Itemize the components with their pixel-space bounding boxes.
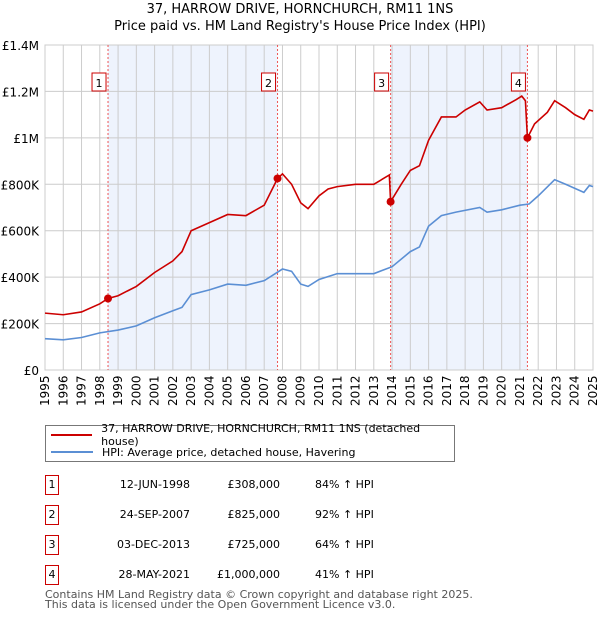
legend-item-hpi: HPI: Average price, detached house, Have… bbox=[46, 444, 355, 460]
sale-row: 3 03-DEC-2013 £725,000 64% ↑ HPI bbox=[45, 535, 445, 555]
sale-point bbox=[523, 133, 532, 142]
shaded-period bbox=[390, 45, 528, 370]
x-tick-label: 2015 bbox=[403, 375, 417, 406]
sale-number-badge: 2 bbox=[45, 505, 59, 525]
sale-label: 1 bbox=[96, 77, 103, 90]
x-tick-label: 2009 bbox=[294, 375, 308, 406]
x-tick-label: 1999 bbox=[111, 375, 125, 406]
x-tick-label: 2022 bbox=[531, 375, 545, 406]
x-tick-label: 2002 bbox=[166, 375, 180, 406]
sale-label: 3 bbox=[378, 77, 385, 90]
price-chart: 1995 1996 1997 1998 1999 2000 2001 2002 2003 2004… bbox=[1, 39, 600, 406]
sale-price: £1,000,000 bbox=[217, 568, 280, 581]
sale-label-box bbox=[510, 72, 526, 92]
x-tick-label: 2001 bbox=[148, 375, 162, 406]
legend-item-property: 37, HARROW DRIVE, HORNCHURCH, RM11 1NS (… bbox=[46, 422, 454, 448]
x-tick-label: 2023 bbox=[549, 375, 563, 406]
sale-point bbox=[104, 294, 113, 303]
series-line bbox=[44, 178, 594, 341]
footer-licence: This data is licensed under the Open Gov… bbox=[45, 598, 396, 611]
x-tick-label: 2012 bbox=[349, 375, 363, 406]
footer-copyright: Contains HM Land Registry data © Crown c… bbox=[45, 588, 473, 601]
sale-hpi-diff: 41% ↑ HPI bbox=[315, 568, 374, 581]
sale-row: 1 12-JUN-1998 £308,000 84% ↑ HPI bbox=[45, 475, 445, 495]
x-tick-label: 2000 bbox=[129, 375, 143, 406]
x-tick-label: 2019 bbox=[476, 375, 490, 406]
sale-label-box bbox=[91, 72, 107, 92]
x-tick-label: 2014 bbox=[385, 375, 399, 406]
sale-hpi-diff: 92% ↑ HPI bbox=[315, 508, 374, 521]
x-tick-label: 1996 bbox=[56, 375, 70, 406]
sale-hpi-diff: 64% ↑ HPI bbox=[315, 538, 374, 551]
y-tick-label: £800K bbox=[1, 178, 41, 192]
x-tick-label: 2017 bbox=[440, 375, 454, 406]
x-tick-label: 2021 bbox=[513, 375, 527, 406]
sale-price: £725,000 bbox=[227, 538, 281, 551]
x-tick-label: 2011 bbox=[330, 375, 344, 406]
y-tick-label: £400K bbox=[1, 271, 41, 285]
x-tick-label: 2025 bbox=[586, 375, 600, 406]
x-tick-label: 2010 bbox=[312, 375, 326, 406]
chart-title: 37, HARROW DRIVE, HORNCHURCH, RM11 1NS bbox=[146, 2, 454, 17]
x-tick-label: 2020 bbox=[495, 375, 509, 406]
y-tick-label: £1M bbox=[13, 132, 39, 146]
y-tick-label: £600K bbox=[1, 225, 41, 239]
sale-date: 24-SEP-2007 bbox=[119, 508, 190, 521]
sale-row: 4 28-MAY-2021 £1,000,000 41% ↑ HPI bbox=[45, 565, 445, 585]
sale-point bbox=[386, 197, 395, 206]
y-tick-label: £1.2M bbox=[2, 85, 39, 99]
x-tick-label: 2016 bbox=[422, 375, 436, 406]
sale-row: 2 24-SEP-2007 £825,000 92% ↑ HPI bbox=[45, 505, 445, 525]
sale-label: 4 bbox=[515, 77, 522, 90]
x-tick-label: 1998 bbox=[93, 375, 107, 406]
sale-label: 2 bbox=[265, 77, 272, 90]
shaded-period bbox=[108, 45, 278, 370]
legend: 37, HARROW DRIVE, HORNCHURCH, RM11 1NS (… bbox=[45, 422, 455, 462]
y-tick-label: £0 bbox=[24, 364, 39, 378]
sale-date: 12-JUN-1998 bbox=[119, 478, 190, 491]
x-tick-label: 1997 bbox=[75, 375, 89, 406]
legend-swatch-blue bbox=[51, 451, 93, 453]
y-tick-label: £1.4M bbox=[2, 39, 39, 53]
x-tick-label: 2004 bbox=[202, 375, 216, 406]
x-tick-label: 1995 bbox=[38, 375, 52, 406]
legend-label: HPI: Average price, detached house, Have… bbox=[102, 445, 356, 459]
sale-label-box bbox=[374, 72, 390, 92]
footer: Contains HM Land Registry data © Crown c… bbox=[45, 588, 473, 611]
sale-label-box bbox=[261, 72, 277, 92]
x-tick-label: 2008 bbox=[275, 375, 289, 406]
x-tick-label: 2005 bbox=[221, 375, 235, 406]
sale-date: 03-DEC-2013 bbox=[116, 538, 190, 551]
sale-number-badge: 3 bbox=[45, 535, 59, 555]
x-tick-label: 2006 bbox=[239, 375, 253, 406]
sale-date: 28-MAY-2021 bbox=[118, 568, 190, 581]
x-tick-label: 2018 bbox=[458, 375, 472, 406]
sale-price: £308,000 bbox=[227, 478, 281, 491]
x-tick-label: 2024 bbox=[568, 375, 582, 406]
legend-label: 37, HARROW DRIVE, HORNCHURCH, RM11 1NS (… bbox=[101, 422, 421, 448]
x-tick-label: 2007 bbox=[257, 375, 271, 406]
sale-number-badge: 1 bbox=[45, 475, 59, 495]
x-tick-label: 2003 bbox=[184, 375, 198, 406]
x-tick-label: 2013 bbox=[367, 375, 381, 406]
legend-swatch-red bbox=[51, 434, 93, 436]
plot-border bbox=[44, 44, 594, 371]
sale-point bbox=[273, 174, 282, 183]
y-tick-label: £200K bbox=[1, 318, 41, 332]
chart-subtitle: Price paid vs. HM Land Registry's House … bbox=[114, 19, 486, 34]
sale-hpi-diff: 84% ↑ HPI bbox=[315, 478, 374, 491]
sale-price: £825,000 bbox=[227, 508, 281, 521]
sale-number-badge: 4 bbox=[45, 565, 59, 585]
